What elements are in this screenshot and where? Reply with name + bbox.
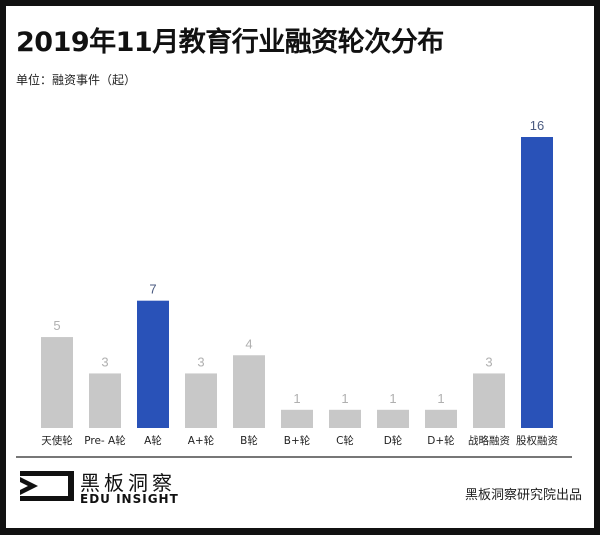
data-label: 4 [245,336,252,351]
x-tick-label: A+轮 [188,434,215,447]
data-label: 3 [101,354,108,369]
x-tick-label: B+轮 [284,434,311,447]
bar-4 [233,355,265,428]
bar-8 [425,409,457,428]
bar-10 [521,137,553,428]
chart-title: 2019年11月教育行业融资轮次分布 [16,27,444,58]
data-label: 1 [437,391,444,406]
data-label: 3 [197,354,204,369]
bar-9 [473,373,505,428]
x-tick-label: 战略融资 [468,434,510,447]
logo-english-text: EDU INSIGHT [80,492,179,506]
x-tick-label: 天使轮 [41,434,73,447]
data-label: 1 [341,391,348,406]
logo-chinese-text: 黑板洞察 [80,471,176,495]
unit-label: 单位：融资事件（起） [16,73,137,87]
bar-5 [281,409,313,428]
x-tick-label: Pre- A轮 [84,434,126,447]
x-tick-label: 股权融资 [516,434,558,447]
data-label: 3 [485,354,492,369]
data-label: 1 [293,391,300,406]
x-tick-label: D轮 [384,434,403,447]
bar-2 [137,300,169,428]
data-label: 1 [389,391,396,406]
bar-3 [185,373,217,428]
edu-insight-logo-icon [20,471,74,501]
data-label: 5 [53,318,60,333]
credit-text: 黑板洞察研究院出品 [464,488,582,503]
x-tick-label: D+轮 [427,434,455,447]
x-tick-label: A轮 [144,434,162,447]
x-tick-label: C轮 [336,434,354,447]
data-label: 16 [530,118,544,133]
x-tick-label: B轮 [240,434,258,447]
bar-0 [41,337,73,428]
data-label: 7 [149,282,156,297]
bar-7 [377,409,409,428]
chart-card [6,6,594,528]
bar-6 [329,409,361,428]
bar-1 [89,373,121,428]
divider [16,456,572,458]
